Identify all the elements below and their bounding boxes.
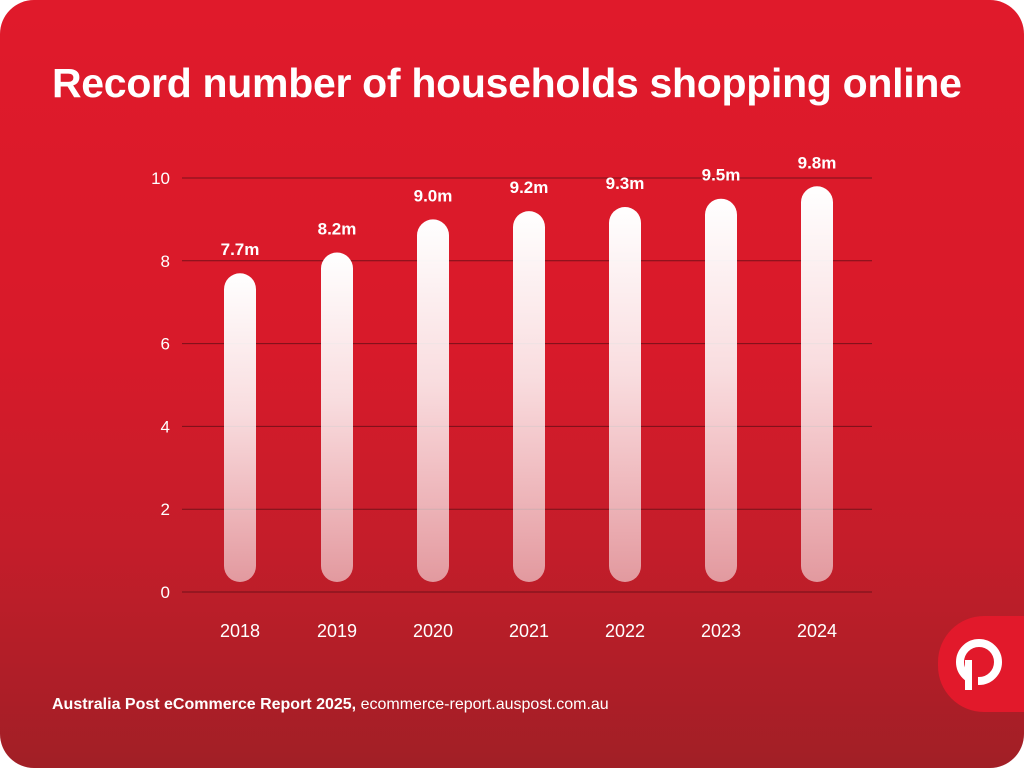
data-label-2021: 9.2m [510,178,549,197]
x-axis-ticks: 2018 2019 2020 2021 2022 2023 2024 [220,621,837,641]
bars [224,186,833,583]
y-tick-label: 10 [151,169,170,188]
bar-2019 [321,252,353,582]
australia-post-logo-icon [938,616,1024,712]
data-label-2023: 9.5m [702,166,741,185]
x-tick-label-2018: 2018 [220,621,260,641]
x-tick-label-2021: 2021 [509,621,549,641]
x-tick-label-2023: 2023 [701,621,741,641]
data-label-2024: 9.8m [798,153,837,172]
source-text: Australia Post eCommerce Report 2025, [52,696,357,713]
bar-2024 [801,186,833,582]
y-tick-label: 8 [161,252,170,271]
data-labels: 7.7m 8.2m 9.0m 9.2m 9.3m 9.5m 9.8m [221,153,837,259]
bar-2020 [417,219,449,582]
source-footer: Australia Post eCommerce Report 2025, ec… [52,696,609,714]
data-label-2019: 8.2m [318,220,357,239]
data-label-2018: 7.7m [221,240,260,259]
y-tick-label: 0 [161,583,170,602]
chart-title: Record number of households shopping onl… [52,60,962,106]
x-tick-label-2020: 2020 [413,621,453,641]
bar-2018 [224,273,256,582]
bar-2021 [513,211,545,582]
x-tick-label-2019: 2019 [317,621,357,641]
bar-2023 [705,198,737,582]
y-tick-label: 2 [161,500,170,519]
bar-2022 [609,206,641,583]
data-label-2022: 9.3m [606,174,645,193]
source-url: ecommerce-report.auspost.com.au [360,696,609,713]
y-tick-label: 4 [161,417,170,436]
y-axis-ticks: 0 2 4 6 8 10 [151,169,170,602]
x-tick-label-2022: 2022 [605,621,645,641]
y-tick-label: 6 [161,335,170,354]
data-label-2020: 9.0m [414,186,453,205]
x-tick-label-2024: 2024 [797,621,837,641]
